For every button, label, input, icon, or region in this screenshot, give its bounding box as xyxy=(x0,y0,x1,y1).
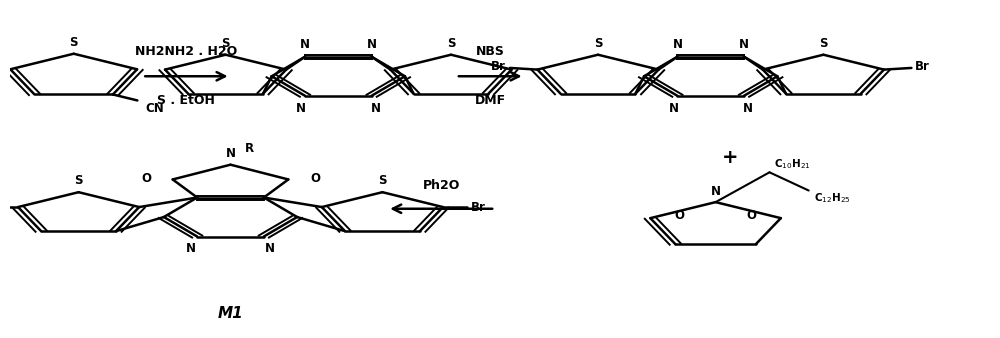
Text: O: O xyxy=(675,209,685,222)
Text: O: O xyxy=(310,172,320,185)
Text: N: N xyxy=(668,102,678,115)
Text: S: S xyxy=(378,174,387,187)
Text: NBS: NBS xyxy=(476,45,505,58)
Text: N: N xyxy=(367,38,377,51)
Text: S: S xyxy=(447,37,455,50)
Text: +: + xyxy=(722,148,739,167)
Text: S: S xyxy=(221,37,230,50)
Text: S . EtOH: S . EtOH xyxy=(157,95,215,107)
Text: Br: Br xyxy=(470,200,485,214)
Text: N: N xyxy=(226,147,236,160)
Text: S: S xyxy=(594,37,602,50)
Text: S: S xyxy=(819,37,828,50)
Text: C$_{10}$H$_{21}$: C$_{10}$H$_{21}$ xyxy=(774,157,811,171)
Text: N: N xyxy=(739,38,749,51)
Text: Ph2O: Ph2O xyxy=(423,179,460,192)
Text: Br: Br xyxy=(491,61,506,73)
Text: Br: Br xyxy=(915,61,930,73)
Text: N: N xyxy=(743,102,753,115)
Text: S: S xyxy=(74,174,83,187)
Text: N: N xyxy=(711,185,721,198)
Text: DMF: DMF xyxy=(475,95,506,107)
Text: N: N xyxy=(371,102,381,115)
Text: S: S xyxy=(69,36,78,49)
Text: N: N xyxy=(672,38,682,51)
Text: N: N xyxy=(300,38,310,51)
Text: O: O xyxy=(746,209,756,222)
Text: NH2NH2 . H2O: NH2NH2 . H2O xyxy=(135,45,238,58)
Text: CN: CN xyxy=(145,102,164,115)
Text: N: N xyxy=(296,102,306,115)
Text: C$_{12}$H$_{25}$: C$_{12}$H$_{25}$ xyxy=(814,192,850,205)
Text: N: N xyxy=(265,242,275,256)
Text: N: N xyxy=(186,242,196,256)
Text: M1: M1 xyxy=(218,306,243,320)
Text: O: O xyxy=(141,172,151,185)
Text: R: R xyxy=(245,142,254,155)
